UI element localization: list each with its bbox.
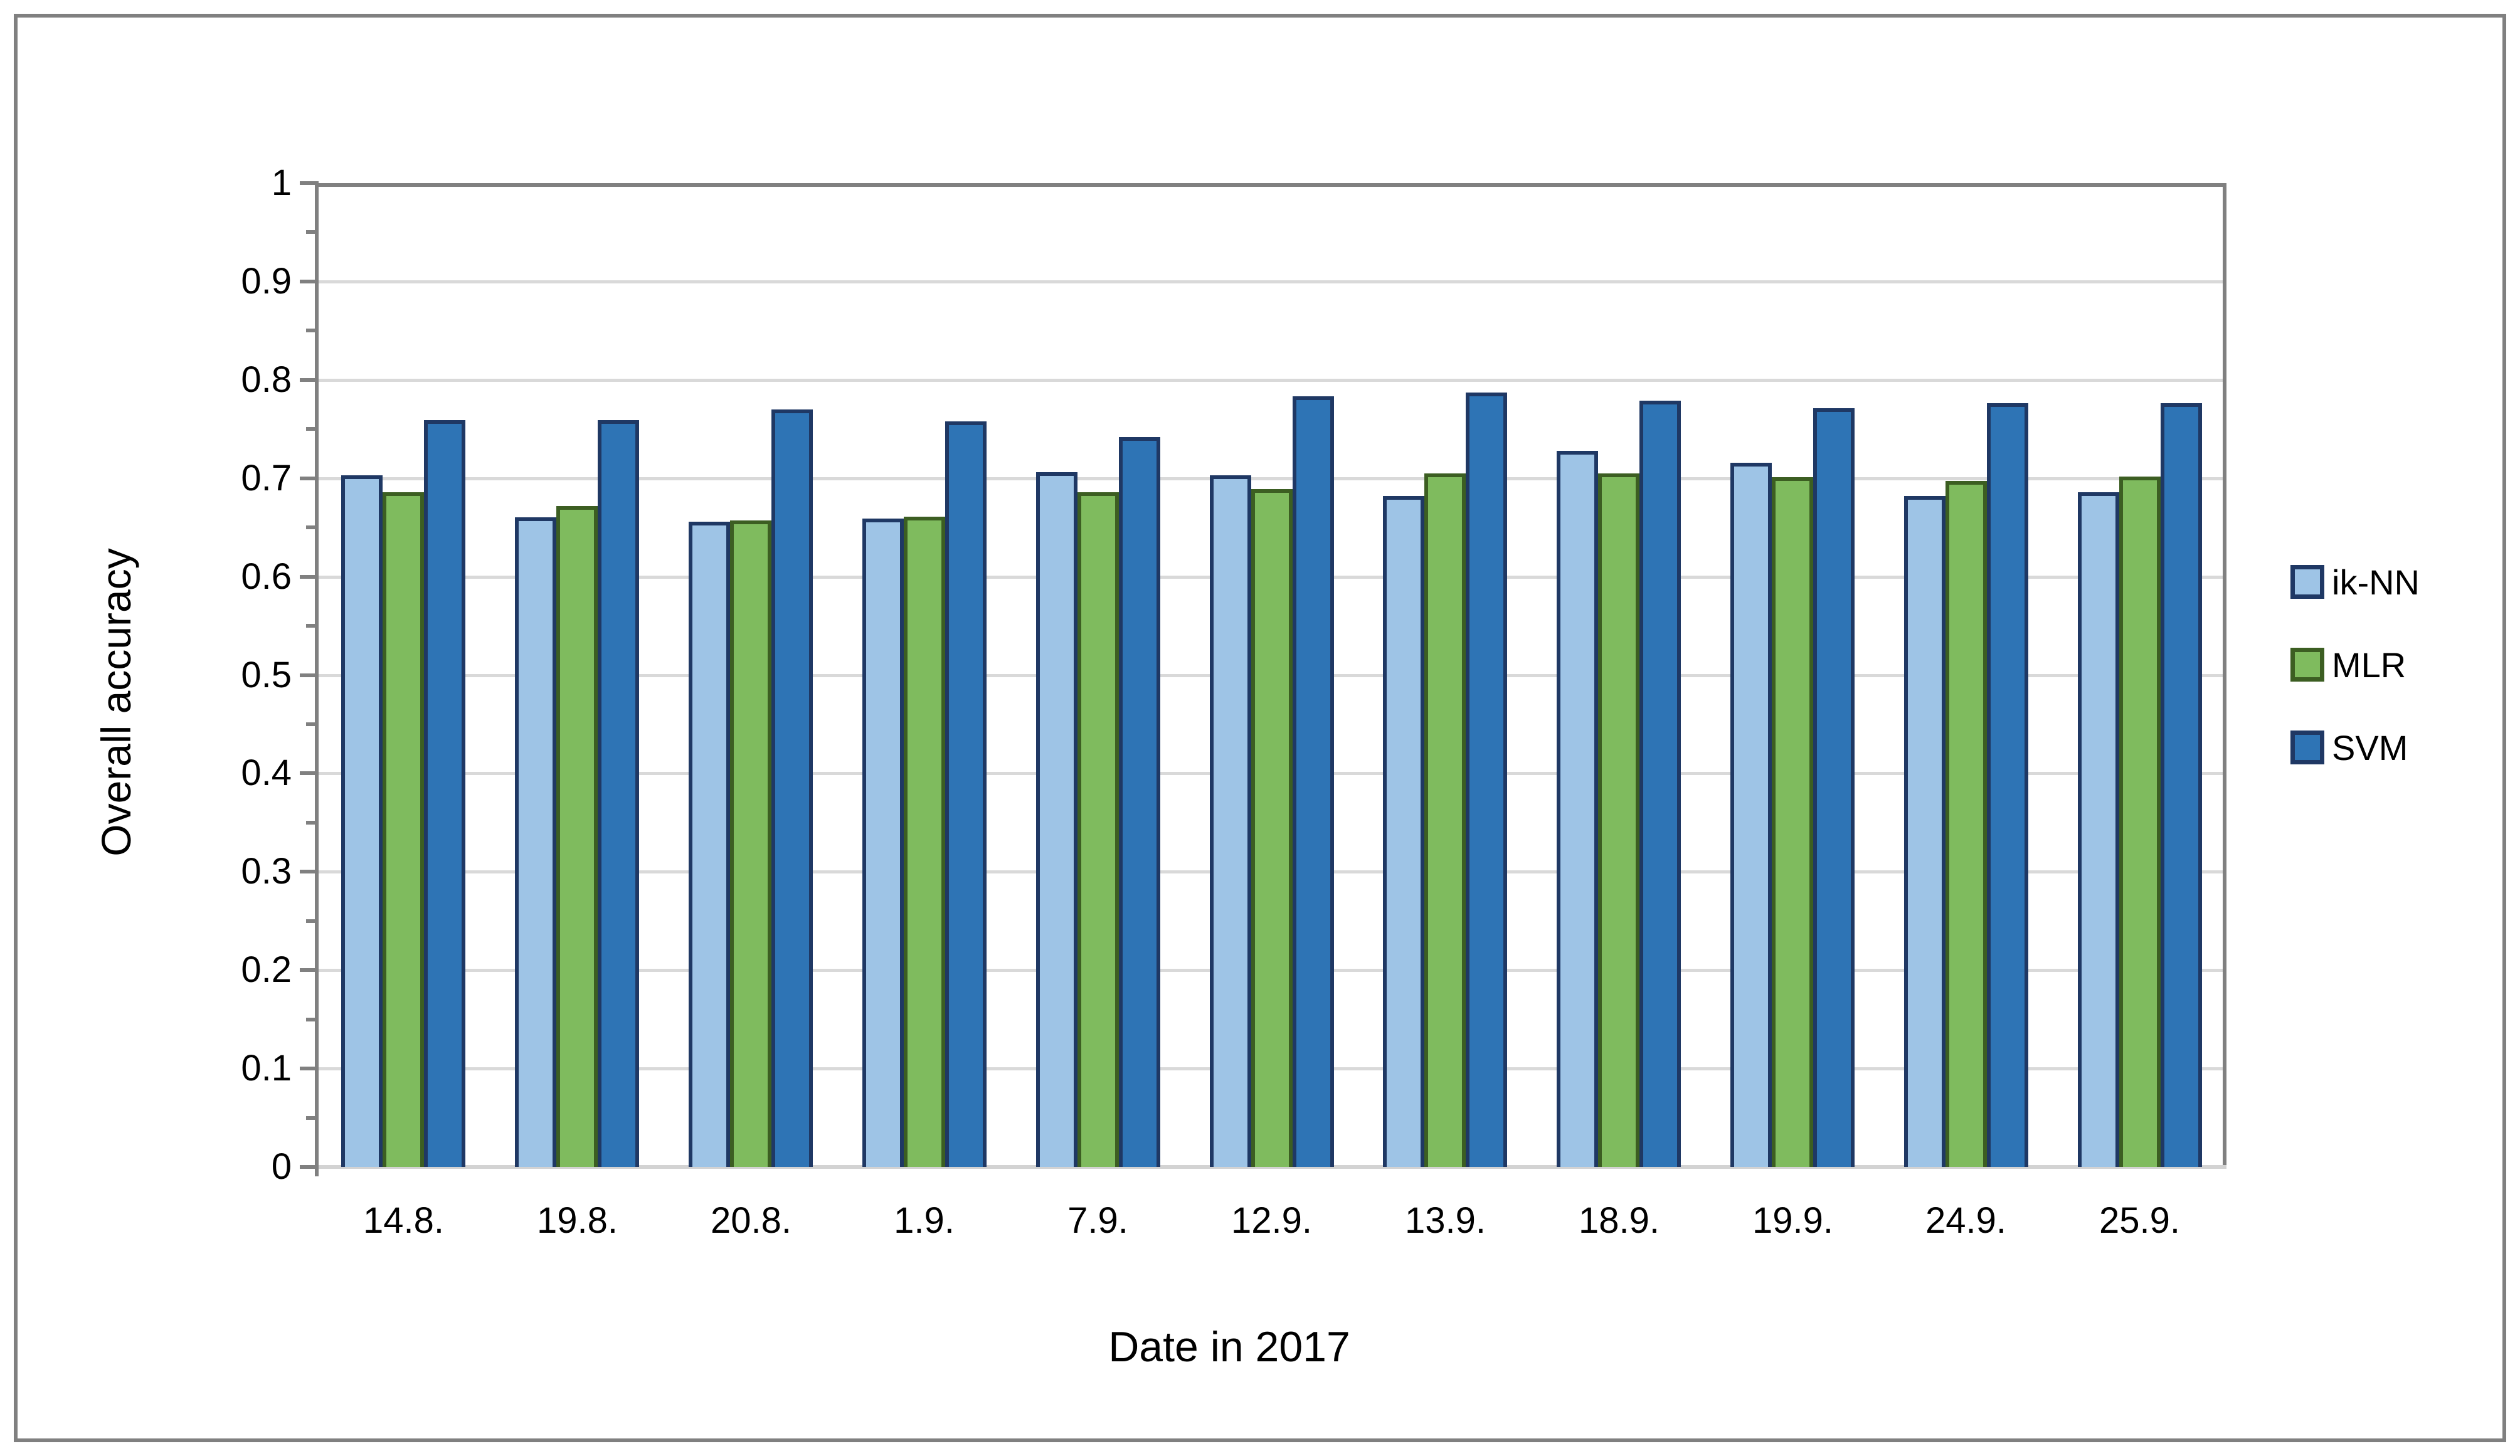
y-axis-minor-tick <box>306 427 315 431</box>
bar-svm-13.9. <box>1466 393 1507 1167</box>
x-tick-label: 18.9. <box>1579 1200 1660 1241</box>
bar-ik-nn-19.8. <box>515 517 556 1167</box>
legend-swatch-svm-icon <box>2290 731 2324 764</box>
x-tick-label: 25.9. <box>2099 1200 2180 1241</box>
bar-svm-24.9. <box>1987 403 2028 1167</box>
y-axis-minor-tick <box>306 624 315 628</box>
bar-mlr-19.9. <box>1772 477 1813 1167</box>
y-tick-label: 0.2 <box>241 949 292 991</box>
y-tick-label: 0 <box>271 1146 292 1187</box>
x-axis-title: Date in 2017 <box>1108 1323 1350 1371</box>
bar-svm-1.9. <box>945 421 987 1167</box>
legend-item-ik-nn: ik-NN <box>2290 541 2420 623</box>
y-axis-major-tick <box>300 279 315 283</box>
y-axis-major-tick <box>300 968 315 973</box>
bar-svm-25.9. <box>2161 403 2202 1167</box>
plot-top-border <box>317 183 2226 187</box>
y-axis-minor-tick <box>306 722 315 726</box>
x-tick-label: 14.8. <box>363 1200 444 1241</box>
bar-ik-nn-24.9. <box>1904 496 1946 1167</box>
y-axis-major-tick <box>300 771 315 776</box>
bar-mlr-13.9. <box>1424 473 1466 1167</box>
bar-svm-12.9. <box>1293 396 1334 1167</box>
y-axis-major-tick <box>300 377 315 382</box>
y-axis-minor-tick <box>306 525 315 530</box>
y-axis-minor-tick <box>306 1116 315 1120</box>
gridline <box>317 378 2226 382</box>
bar-ik-nn-12.9. <box>1210 475 1251 1167</box>
bar-mlr-20.8. <box>730 520 771 1167</box>
legend-label: ik-NN <box>2332 562 2420 602</box>
y-axis-major-tick <box>300 181 315 185</box>
x-tick-label: 12.9. <box>1231 1200 1312 1241</box>
legend-swatch-mlr-icon <box>2290 648 2324 682</box>
y-tick-label: 0.5 <box>241 654 292 695</box>
y-axis-major-tick <box>300 1165 315 1169</box>
x-tick-label: 24.9. <box>1925 1200 2006 1241</box>
y-axis-major-tick <box>300 1067 315 1071</box>
y-axis-minor-tick <box>306 329 315 333</box>
bar-ik-nn-7.9. <box>1036 472 1077 1167</box>
y-tick-label: 0.9 <box>241 260 292 302</box>
y-tick-label: 0.6 <box>241 556 292 597</box>
y-axis-major-tick <box>300 870 315 874</box>
bar-svm-18.9. <box>1639 401 1681 1167</box>
y-axis-major-tick <box>300 574 315 579</box>
y-tick-label: 0.1 <box>241 1048 292 1089</box>
bar-ik-nn-1.9. <box>862 519 904 1167</box>
gridline <box>317 280 2226 283</box>
bar-mlr-1.9. <box>904 517 945 1167</box>
x-tick-label: 19.9. <box>1752 1200 1833 1241</box>
y-axis-major-tick <box>300 476 315 480</box>
gridline <box>317 477 2226 480</box>
bar-mlr-12.9. <box>1251 489 1293 1167</box>
y-axis-minor-tick <box>306 820 315 825</box>
y-axis-line <box>315 181 319 1176</box>
bar-ik-nn-13.9. <box>1383 496 1424 1167</box>
bar-svm-14.8. <box>424 420 465 1167</box>
figure-border <box>14 14 2506 1442</box>
y-axis-minor-tick <box>306 1017 315 1021</box>
y-tick-label: 0.8 <box>241 359 292 400</box>
y-tick-label: 0.7 <box>241 457 292 499</box>
y-axis-major-tick <box>300 673 315 677</box>
legend-label: MLR <box>2332 645 2406 685</box>
bar-mlr-19.8. <box>556 506 598 1167</box>
x-tick-label: 7.9. <box>1067 1200 1128 1241</box>
bar-mlr-18.9. <box>1598 473 1639 1167</box>
x-tick-label: 13.9. <box>1405 1200 1486 1241</box>
bar-svm-19.8. <box>598 420 639 1167</box>
legend-swatch-ik-nn-icon <box>2290 565 2324 599</box>
bar-ik-nn-25.9. <box>2078 492 2119 1167</box>
plot-right-border <box>2223 183 2226 1167</box>
x-axis-line <box>317 1165 2226 1169</box>
legend-item-mlr: MLR <box>2290 623 2420 706</box>
bar-svm-19.9. <box>1813 408 1855 1167</box>
plot-area <box>317 183 2226 1169</box>
bar-svm-20.8. <box>771 409 813 1167</box>
bar-ik-nn-14.8. <box>341 475 383 1167</box>
bar-mlr-24.9. <box>1946 481 1987 1167</box>
y-tick-label: 0.4 <box>241 752 292 794</box>
bar-ik-nn-18.9. <box>1557 451 1598 1167</box>
y-axis-minor-tick <box>306 919 315 923</box>
legend: ik-NN MLR SVM <box>2290 541 2420 789</box>
legend-item-svm: SVM <box>2290 706 2420 789</box>
legend-label: SVM <box>2332 727 2408 768</box>
y-axis-minor-tick <box>306 230 315 235</box>
bar-mlr-25.9. <box>2119 477 2161 1167</box>
y-tick-label: 0.3 <box>241 851 292 892</box>
bar-ik-nn-19.9. <box>1730 463 1772 1167</box>
x-tick-label: 20.8. <box>711 1200 791 1241</box>
x-tick-label: 1.9. <box>894 1200 955 1241</box>
y-tick-label: 1 <box>271 162 292 203</box>
bar-mlr-7.9. <box>1077 492 1119 1167</box>
bar-ik-nn-20.8. <box>689 522 730 1167</box>
bar-mlr-14.8. <box>383 492 424 1167</box>
x-tick-label: 19.8. <box>537 1200 618 1241</box>
bar-svm-7.9. <box>1119 437 1160 1167</box>
